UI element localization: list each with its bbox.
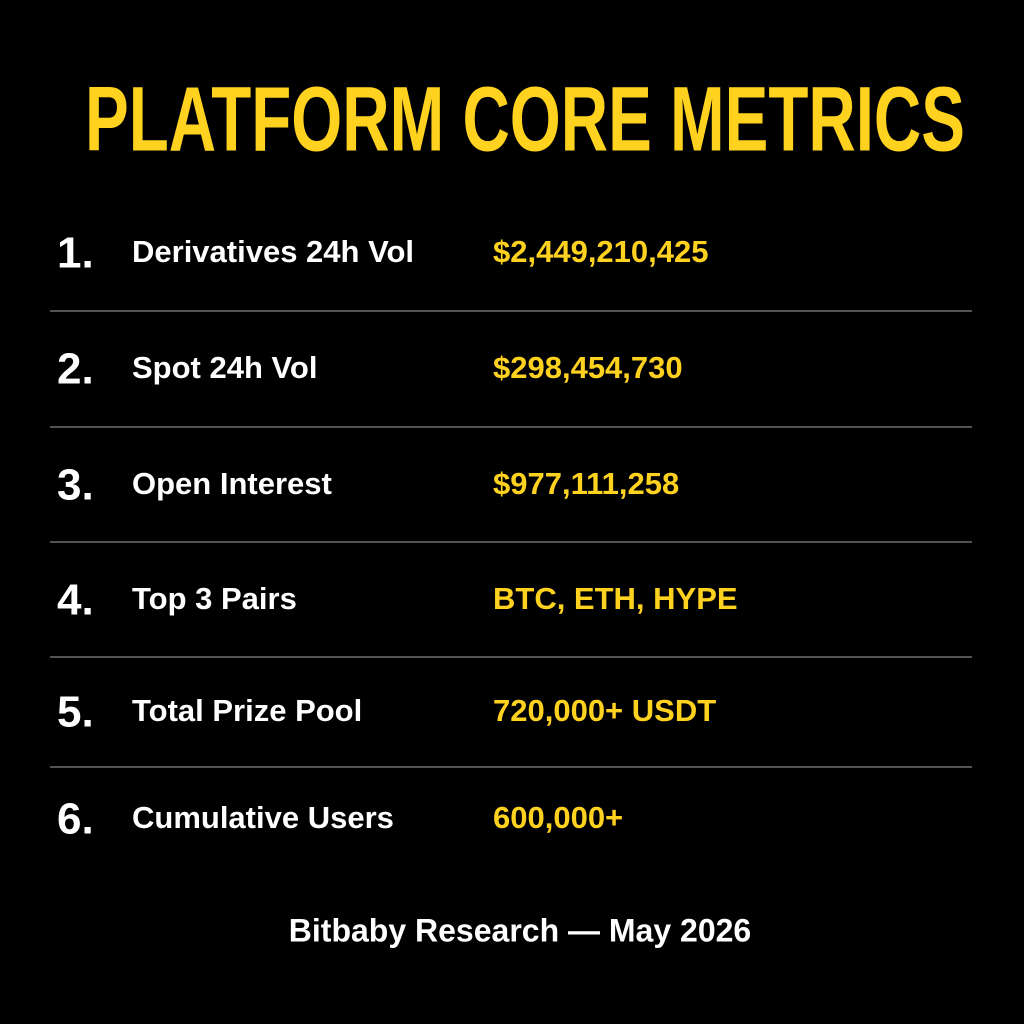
metric-row: 3. Open Interest $977,111,258 [57, 461, 679, 510]
row-number: 6. [57, 795, 94, 844]
row-label: Open Interest [132, 466, 332, 501]
row-number: 1. [57, 229, 94, 278]
row-label: Cumulative Users [132, 800, 394, 835]
row-label: Total Prize Pool [132, 693, 362, 728]
row-label: Top 3 Pairs [132, 581, 297, 616]
metric-row: 6. Cumulative Users 600,000+ [57, 795, 623, 844]
metric-row: 2. Spot 24h Vol $298,454,730 [57, 345, 683, 394]
row-number: 5. [57, 688, 94, 737]
row-value: $2,449,210,425 [493, 234, 709, 269]
row-number: 3. [57, 461, 94, 510]
row-label: Derivatives 24h Vol [132, 234, 414, 269]
row-value: $977,111,258 [493, 466, 679, 501]
row-label: Spot 24h Vol [132, 350, 317, 385]
metrics-list: 1. Derivatives 24h Vol $2,449,210,425 2. Spo… [50, 229, 972, 844]
row-value: BTC, ETH, HYPE [493, 581, 738, 616]
metric-row: 1. Derivatives 24h Vol $2,449,210,425 [57, 229, 709, 278]
metric-row: 5. Total Prize Pool 720,000+ USDT [57, 688, 716, 737]
row-value: 720,000+ USDT [493, 693, 716, 728]
row-value: $298,454,730 [493, 350, 683, 385]
row-number: 2. [57, 345, 94, 394]
row-number: 4. [57, 576, 94, 625]
footer: Bitbaby Research — May 2026 [289, 912, 751, 948]
title: PLATFORM CORE METRICS [85, 68, 965, 170]
metric-row: 4. Top 3 Pairs BTC, ETH, HYPE [57, 576, 738, 625]
row-value: 600,000+ [493, 800, 623, 835]
